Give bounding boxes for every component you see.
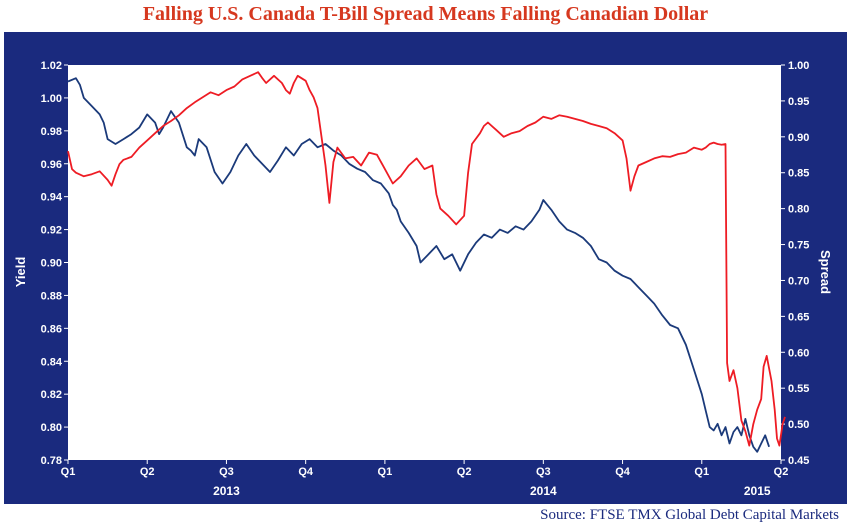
right-tick-label: 0.55 bbox=[788, 383, 809, 395]
left-tick-label: 1.00 bbox=[41, 93, 62, 105]
yield-series-line bbox=[67, 77, 770, 453]
left-tick-label: 0.86 bbox=[41, 323, 62, 335]
year-label: 2013 bbox=[213, 484, 240, 498]
right-tick-label: 0.60 bbox=[788, 347, 809, 359]
left-tick-label: 0.98 bbox=[41, 126, 62, 138]
right-tick-label: 1.00 bbox=[788, 60, 809, 72]
y-axis-title: Yield bbox=[13, 257, 28, 288]
y2-axis-title: Spread bbox=[818, 250, 833, 294]
x-tick-label: Q4 bbox=[615, 466, 631, 478]
right-tick-label: 0.70 bbox=[788, 275, 809, 287]
right-tick-label: 0.75 bbox=[788, 240, 809, 252]
right-axis-ticks: 0.45 0.50 0.55 0.60 0.65 0.70 0.75 0.80 0.85 0.90… bbox=[781, 60, 809, 467]
x-tick-label: Q1 bbox=[694, 466, 709, 478]
spread-series-line bbox=[67, 71, 786, 447]
x-tick-label: Q2 bbox=[457, 466, 472, 478]
x-tick-label: Q2 bbox=[774, 466, 789, 478]
right-tick-label: 0.50 bbox=[788, 419, 809, 431]
left-tick-label: 0.82 bbox=[41, 389, 62, 401]
right-tick-label: 0.45 bbox=[788, 455, 809, 467]
left-tick-label: 0.88 bbox=[41, 290, 62, 302]
left-tick-label: 1.02 bbox=[41, 60, 62, 72]
right-tick-label: 0.65 bbox=[788, 311, 809, 323]
left-tick-label: 0.90 bbox=[41, 258, 62, 270]
year-labels: 2013 2014 2015 bbox=[213, 484, 771, 498]
x-axis-ticks: Q1 Q2 Q3 Q4 Q1 Q2 Q3 Q4 Q1 Q2 bbox=[61, 460, 789, 478]
source-note: Source: FTSE TMX Global Debt Capital Mar… bbox=[540, 507, 839, 523]
x-tick-label: Q3 bbox=[536, 466, 551, 478]
x-tick-label: Q1 bbox=[61, 466, 76, 478]
plot-area bbox=[68, 65, 781, 460]
x-tick-label: Q2 bbox=[140, 466, 155, 478]
x-tick-label: Q4 bbox=[298, 466, 314, 478]
right-tick-label: 0.90 bbox=[788, 132, 809, 144]
chart-title: Falling U.S. Canada T-Bill Spread Means … bbox=[142, 3, 709, 25]
x-tick-label: Q1 bbox=[378, 466, 393, 478]
x-tick-label: Q3 bbox=[219, 466, 234, 478]
right-tick-label: 0.95 bbox=[788, 96, 809, 108]
left-tick-label: 0.78 bbox=[41, 455, 62, 467]
left-tick-label: 0.80 bbox=[41, 422, 62, 434]
right-tick-label: 0.80 bbox=[788, 204, 809, 216]
left-axis-ticks: 0.78 0.80 0.82 0.84 0.86 0.88 0.90 0.92 0.94 0.96… bbox=[41, 60, 68, 467]
right-tick-label: 0.85 bbox=[788, 168, 809, 180]
left-tick-label: 0.94 bbox=[41, 192, 63, 204]
year-label: 2014 bbox=[530, 484, 557, 498]
left-tick-label: 0.84 bbox=[41, 356, 63, 368]
left-tick-label: 0.92 bbox=[41, 225, 62, 237]
left-tick-label: 0.96 bbox=[41, 159, 62, 171]
series-lines bbox=[67, 71, 786, 453]
year-label: 2015 bbox=[744, 484, 771, 498]
